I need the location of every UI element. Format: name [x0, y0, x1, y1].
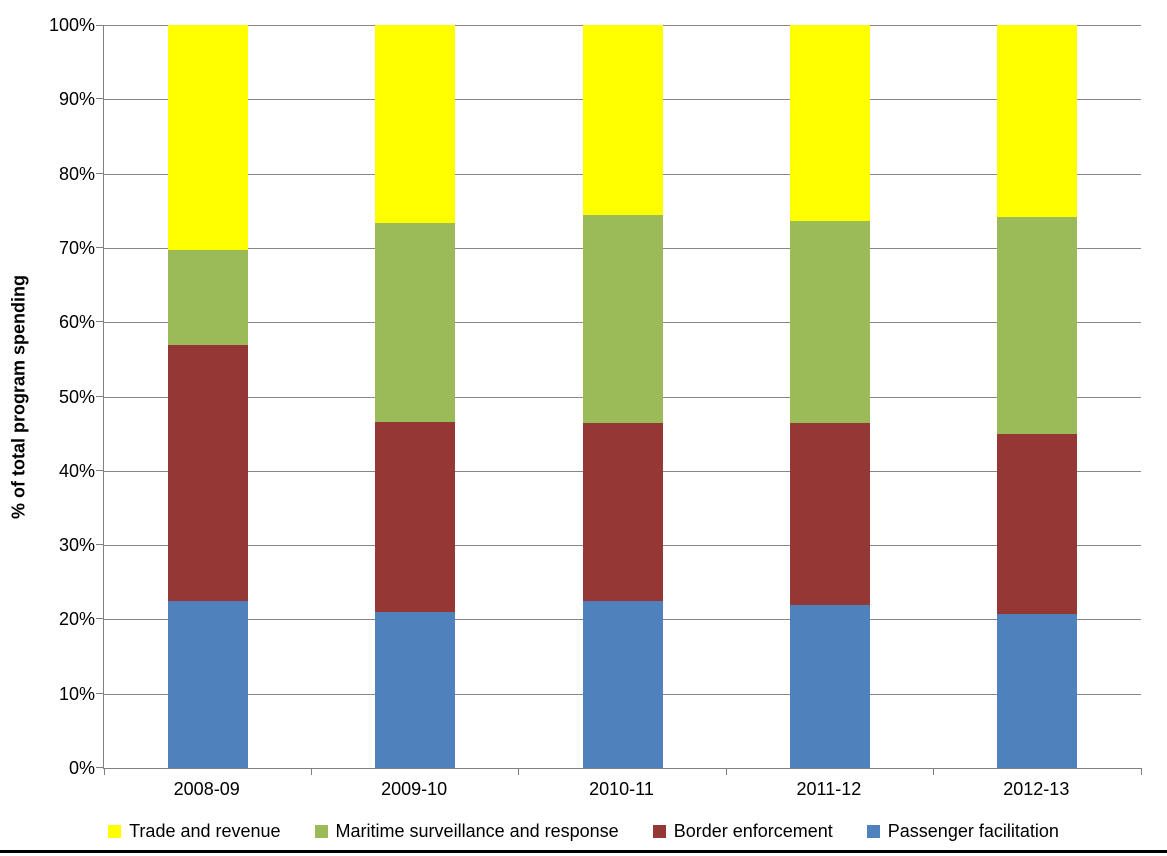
x-axis-tick — [103, 768, 105, 775]
bar-segment-trade-and-revenue — [789, 25, 870, 222]
y-axis-tick — [96, 321, 104, 323]
bar-segment-border-enforcement — [167, 344, 248, 601]
x-axis-category-label: 2008-09 — [173, 779, 240, 799]
legend-label: Maritime surveillance and response — [335, 821, 619, 841]
y-axis-tick-label: 70% — [58, 237, 95, 258]
legend-swatch-border-enforcement — [652, 825, 666, 838]
x-axis-tick — [933, 768, 935, 775]
bar-segment-border-enforcement — [375, 421, 456, 612]
legend-swatch-maritime-surveillance-and-response — [314, 825, 328, 838]
legend-label: Border enforcement — [673, 821, 833, 841]
bar-segment-passenger-facilitation — [789, 604, 870, 768]
y-axis-tick — [96, 618, 104, 620]
bar-segment-maritime-surveillance-and-response — [167, 250, 248, 345]
x-axis-category-label: 2009-10 — [381, 779, 448, 799]
bar-segment-border-enforcement — [997, 433, 1078, 615]
y-axis-tick — [96, 172, 104, 174]
y-axis-tick-label: 50% — [58, 386, 95, 407]
x-axis-tick — [310, 768, 312, 775]
x-axis-category-label: 2011-12 — [796, 779, 862, 799]
legend: Trade and revenue Maritime surveillance a… — [0, 821, 1167, 842]
y-axis-tick — [96, 469, 104, 471]
y-axis-tick-label: 20% — [58, 609, 95, 630]
bar-segment-passenger-facilitation — [997, 614, 1078, 768]
x-axis-category-label: 2010-11 — [589, 779, 654, 799]
y-axis-tick-label: 80% — [58, 163, 95, 184]
bottom-rule — [0, 850, 1167, 853]
bar-segment-trade-and-revenue — [167, 25, 248, 251]
bar-segment-maritime-surveillance-and-response — [375, 223, 456, 422]
bar-segment-maritime-surveillance-and-response — [997, 217, 1078, 434]
legend-item-trade-and-revenue: Trade and revenue — [108, 821, 281, 842]
y-axis-tick — [96, 544, 104, 546]
legend-label: Passenger facilitation — [887, 821, 1059, 841]
bar-segment-passenger-facilitation — [582, 600, 663, 768]
y-axis-tick — [96, 692, 104, 694]
bar-2010-11 — [582, 25, 663, 768]
y-axis-tick-label: 60% — [58, 312, 95, 333]
bar-segment-maritime-surveillance-and-response — [582, 215, 663, 424]
y-axis-tick — [96, 767, 104, 768]
bar-segment-border-enforcement — [582, 423, 663, 601]
bar-2008-09 — [167, 25, 248, 768]
y-axis-tick — [96, 25, 104, 26]
y-axis-tick-label: 90% — [58, 89, 95, 110]
y-axis-tick-label: 100% — [48, 15, 95, 35]
y-axis-tick — [96, 395, 104, 397]
bar-segment-border-enforcement — [789, 423, 870, 605]
y-axis-tick-label: 30% — [58, 535, 95, 556]
x-axis-tick — [1140, 768, 1142, 775]
bar-segment-trade-and-revenue — [582, 25, 663, 216]
plot-area — [96, 25, 1142, 775]
bar-segment-passenger-facilitation — [375, 611, 456, 768]
legend-swatch-trade-and-revenue — [108, 825, 122, 838]
legend-item-border-enforcement: Border enforcement — [652, 821, 833, 842]
bar-2012-13 — [997, 25, 1078, 768]
bar-2009-10 — [375, 25, 456, 768]
y-axis-tick — [96, 246, 104, 248]
y-axis-tick — [96, 98, 104, 100]
bar-segment-passenger-facilitation — [167, 600, 248, 768]
y-axis-tick-label: 0% — [68, 758, 95, 778]
y-axis-tick-label: 40% — [58, 460, 95, 481]
bar-segment-trade-and-revenue — [375, 25, 456, 224]
x-axis-category-label: 2012-13 — [1003, 779, 1070, 799]
x-axis-tick — [725, 768, 727, 775]
legend-label: Trade and revenue — [129, 821, 281, 841]
legend-swatch-passenger-facilitation — [866, 825, 880, 838]
bar-segment-maritime-surveillance-and-response — [789, 221, 870, 424]
legend-item-passenger-facilitation: Passenger facilitation — [866, 821, 1059, 842]
bar-2011-12 — [789, 25, 870, 768]
x-axis-tick — [518, 768, 520, 775]
legend-item-maritime-surveillance-and-response: Maritime surveillance and response — [314, 821, 619, 842]
y-axis-tick-label: 10% — [58, 683, 95, 704]
bar-segment-trade-and-revenue — [997, 25, 1078, 218]
